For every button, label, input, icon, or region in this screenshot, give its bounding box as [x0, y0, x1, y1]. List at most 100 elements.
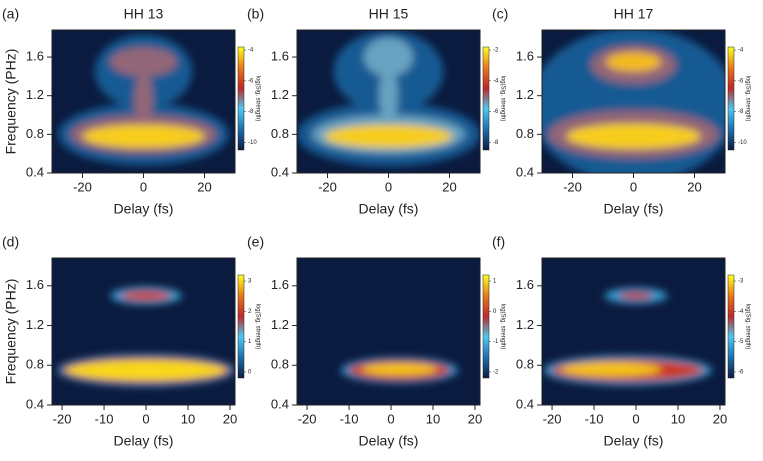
x-tick-label: 20 — [713, 411, 727, 426]
heat-region — [361, 363, 438, 376]
colorbar-tick-label: -3 — [738, 279, 744, 285]
heatmap — [297, 30, 480, 167]
colorbar-tick-label: 1 — [493, 279, 497, 285]
colorbar-tick-label: 3 — [248, 279, 252, 285]
y-tick-label: 0.8 — [271, 126, 289, 141]
y-tick-label: 1.2 — [516, 317, 534, 332]
y-tick-label: 1.6 — [26, 48, 44, 63]
panel-label: (f) — [492, 234, 505, 250]
x-axis-label: Delay (fs) — [114, 201, 174, 217]
colorbar-tick-label: -8 — [248, 109, 254, 115]
panel-title: HH 15 — [369, 6, 409, 22]
x-axis-label: Delay (fs) — [359, 433, 419, 449]
x-tick-label: -20 — [53, 411, 72, 426]
colorbar-tick-label: 2 — [248, 309, 252, 315]
y-tick-label: 0.8 — [26, 357, 44, 372]
heatmap-layer — [340, 357, 459, 384]
x-tick-label: 0 — [632, 411, 639, 426]
heatmap — [340, 357, 459, 384]
colorbar — [727, 46, 735, 151]
heat-region — [619, 291, 653, 300]
y-axis-label: Frequency (PHz) — [3, 49, 19, 155]
heat-region — [324, 124, 453, 148]
colorbar-tick-label: -10 — [738, 140, 747, 146]
x-axis-label: Delay (fs) — [359, 201, 419, 217]
x-axis-label: Delay (fs) — [604, 433, 664, 449]
colorbar-label: log(Sig. strength) — [499, 76, 505, 122]
panel-label: (b) — [247, 6, 264, 22]
panel-label: (c) — [492, 6, 508, 22]
colorbar-tick-label: -4 — [493, 78, 499, 84]
heat-region — [120, 290, 172, 301]
plot-frame — [51, 257, 236, 406]
y-tick-label: 1.6 — [271, 48, 289, 63]
colorbar-tick-label: -4 — [738, 309, 744, 315]
plot-frame — [296, 257, 481, 406]
heatmap-layer — [542, 30, 725, 173]
panel-title: HH 13 — [124, 6, 164, 22]
y-tick-label: 0.8 — [516, 126, 534, 141]
x-tick-label: -20 — [298, 411, 317, 426]
heat-region — [566, 123, 701, 149]
colorbar-tick-label: 1 — [248, 339, 252, 345]
plot-background — [297, 258, 480, 405]
colorbar-tick-label: -5 — [738, 339, 744, 345]
colorbar-tick-label: -8 — [493, 140, 499, 146]
colorbar-tick-label: -6 — [493, 109, 499, 115]
y-tick-label: 1.2 — [271, 87, 289, 102]
panel-label: (d) — [2, 234, 19, 250]
colorbar-tick-label: -10 — [248, 140, 257, 146]
y-tick-label: 0.4 — [26, 164, 44, 179]
y-tick-label: 1.2 — [516, 87, 534, 102]
x-axis-label: Delay (fs) — [114, 433, 174, 449]
heat-region — [560, 362, 662, 377]
y-axis-label: Frequency (PHz) — [3, 279, 19, 385]
heat-region — [364, 37, 413, 77]
colorbar-tick-label: -6 — [738, 370, 744, 376]
y-tick-label: 0.8 — [26, 126, 44, 141]
y-tick-label: 0.4 — [271, 164, 289, 179]
y-tick-label: 0.8 — [516, 357, 534, 372]
heat-region — [606, 52, 661, 72]
x-tick-label: 0 — [630, 179, 637, 194]
x-tick-label: 20 — [197, 179, 211, 194]
y-tick-label: 1.2 — [26, 87, 44, 102]
y-tick-label: 0.4 — [26, 396, 44, 411]
heatmap-layer — [297, 30, 480, 167]
x-tick-label: 0 — [140, 179, 147, 194]
colorbar — [237, 46, 245, 151]
x-tick-label: -10 — [340, 411, 359, 426]
y-tick-label: 1.6 — [516, 48, 534, 63]
heat-region — [379, 66, 398, 125]
x-tick-label: -10 — [95, 411, 114, 426]
colorbar-tick-label: 0 — [493, 309, 497, 315]
y-tick-label: 0.4 — [516, 164, 534, 179]
heatmap-layer — [57, 286, 235, 387]
heat-region — [66, 360, 226, 381]
colorbar-tick-label: -6 — [738, 78, 744, 84]
x-tick-label: -20 — [73, 179, 92, 194]
colorbar-label: log(Sig. strength) — [254, 304, 260, 350]
y-tick-label: 1.2 — [26, 317, 44, 332]
colorbar-label: log(Sig. strength) — [744, 76, 750, 122]
x-tick-label: 20 — [442, 179, 456, 194]
heatmap — [543, 287, 712, 386]
panel-label: (a) — [2, 6, 19, 22]
colorbar-label: log(Sig. strength) — [254, 76, 260, 122]
panel-label: (e) — [247, 234, 264, 250]
x-tick-label: -20 — [563, 179, 582, 194]
heatmap — [58, 34, 229, 166]
heatmap — [57, 286, 235, 387]
heatmap-layer — [58, 34, 229, 166]
x-tick-label: 20 — [223, 411, 237, 426]
colorbar-tick-label: -4 — [738, 48, 744, 54]
y-tick-label: 0.8 — [271, 357, 289, 372]
y-tick-label: 1.6 — [271, 277, 289, 292]
heat-region — [82, 124, 205, 148]
x-tick-label: 10 — [181, 411, 195, 426]
colorbar-tick-label: -1 — [493, 339, 499, 345]
colorbar-tick-label: -4 — [248, 48, 254, 54]
y-tick-label: 1.6 — [26, 277, 44, 292]
colorbar — [727, 274, 735, 379]
